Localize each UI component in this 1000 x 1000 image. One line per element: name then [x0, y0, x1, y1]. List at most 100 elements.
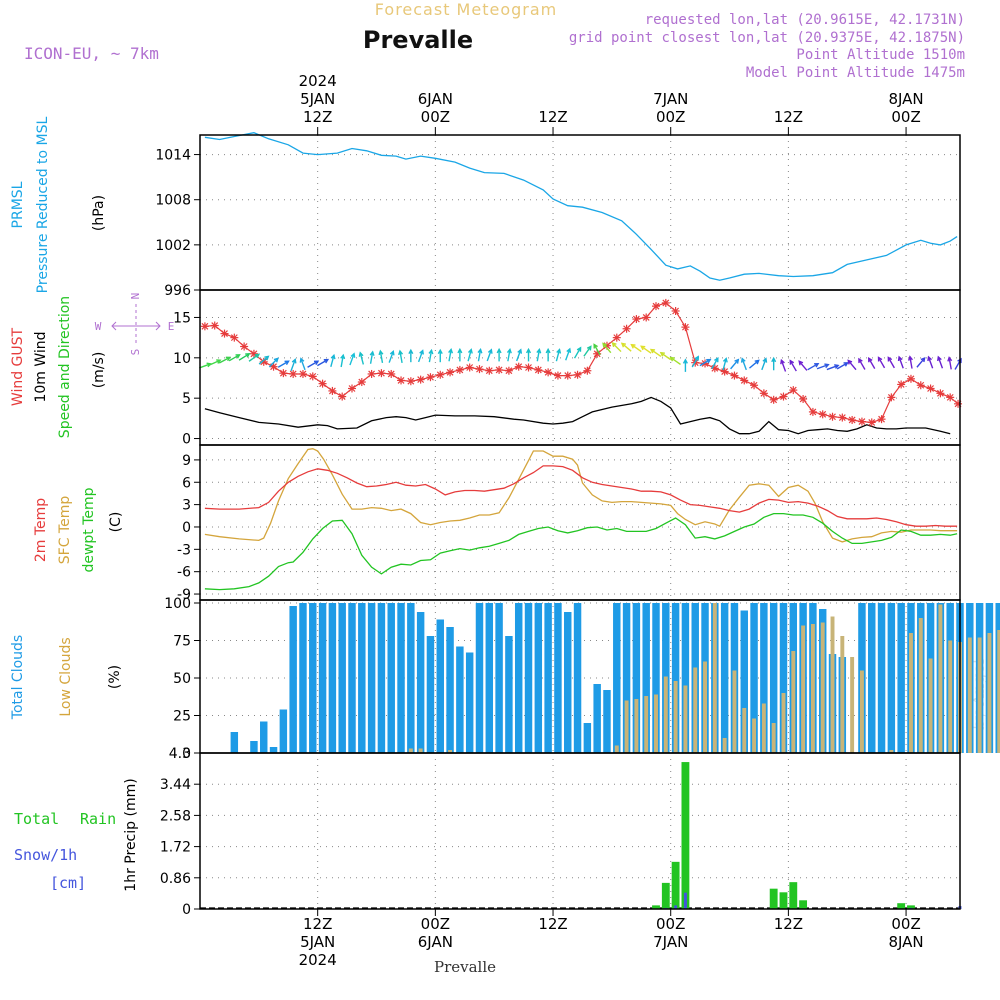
total-cloud-bar — [309, 603, 317, 753]
wind-arrow — [408, 348, 414, 363]
wind-arrow — [496, 347, 502, 362]
precip-frame — [199, 752, 961, 910]
precip-ytick-label: 4.3 — [169, 746, 191, 762]
wind-arrow — [340, 353, 346, 368]
total-cloud-bar — [475, 603, 484, 753]
wind-gust-point — [740, 376, 749, 385]
total-cloud-bar — [887, 603, 896, 753]
wind-arrow — [369, 350, 375, 364]
model-label: ICON-EU, ~ 7km — [24, 44, 159, 63]
temp-ytick-label: 0 — [182, 520, 191, 536]
wind-gust-point — [926, 384, 935, 393]
bottom-tick-label: 12Z — [774, 915, 803, 933]
wind-arrow — [277, 360, 290, 368]
wind-gust-point — [730, 371, 739, 380]
pressure-unit: (hPa) — [91, 195, 107, 231]
wind-gust-point — [642, 313, 651, 322]
total-cloud-bar — [426, 636, 435, 753]
wind-gust-point — [436, 370, 445, 379]
low-cloud-bar — [909, 633, 913, 753]
wind-gust-point — [848, 415, 857, 424]
wind-arrow — [602, 342, 612, 354]
total-cloud-bar — [750, 603, 758, 753]
compass-n: N — [129, 293, 142, 300]
total-cloud-bar — [338, 603, 346, 753]
top-tick-label: 12Z — [774, 108, 803, 126]
temp-unit: (C) — [108, 512, 124, 533]
total-cloud-bar — [544, 603, 552, 753]
cloud-ytick-label: 75 — [173, 634, 191, 650]
wind-arrow — [208, 359, 222, 366]
pressure-frame — [199, 134, 961, 291]
wind-arrow — [816, 363, 830, 370]
wind-gust-point — [681, 323, 690, 332]
precip-unit: 1hr Precip (mm) — [123, 778, 139, 891]
wind-arrow — [536, 348, 542, 362]
wind-arrow — [740, 357, 747, 371]
low-cloud-bar — [928, 658, 933, 753]
low-cloud-bar — [820, 622, 825, 753]
pressure-label-desc: Pressure Reduced to MSL — [35, 116, 51, 293]
total-cloud-bar — [564, 612, 572, 753]
cloud-ytick-label: 50 — [173, 671, 191, 687]
low-cloud-bar — [654, 694, 658, 753]
wind-gust-point — [465, 363, 474, 372]
bottom-tick-label: 12Z — [303, 915, 332, 933]
wind-arrow — [947, 356, 953, 370]
wind-frame — [199, 289, 961, 446]
wind-speed-line — [204, 396, 951, 435]
wind-arrow — [525, 347, 532, 362]
low-cloud-bar — [712, 603, 717, 753]
wind-arrow — [620, 342, 632, 352]
wind-arrow — [887, 356, 895, 369]
wind-gust-point — [652, 302, 660, 311]
total-cloud-bar — [524, 603, 533, 753]
pressure-label-prmsl: PRMSL — [10, 181, 26, 228]
low-cloud-bar — [859, 670, 864, 753]
wind-arrow — [299, 357, 306, 371]
top-tick-label: 00Z — [891, 108, 920, 126]
precip-rain-label: Rain — [80, 810, 116, 828]
wind-arrow — [565, 347, 572, 361]
precip-panel: 0 0.86 1.72 2.58 3.44 4.3 — [160, 746, 962, 918]
precip-snow-label: Snow/1h — [14, 846, 77, 864]
rain-bar — [789, 882, 798, 909]
low-cloud-bar — [948, 640, 953, 753]
wind-arrow — [437, 348, 443, 363]
cloud-ytick-label: 25 — [173, 709, 191, 725]
wind-arrow — [847, 359, 857, 371]
wind-arrow — [506, 348, 512, 362]
low-cloud-bar — [732, 670, 737, 753]
top-tick-label: 00Z — [421, 108, 450, 126]
snow-bar — [683, 892, 687, 909]
wind-gust-point — [622, 324, 631, 333]
low-cloud-bar — [830, 616, 835, 753]
wind-arrow — [611, 342, 622, 353]
wind-arrow — [868, 357, 876, 370]
low-cloud-bar — [918, 618, 923, 753]
total-cloud-bar — [289, 606, 297, 753]
model-altitude: Model Point Altitude 1475m — [746, 65, 965, 81]
total-cloud-bar — [260, 721, 268, 753]
top-tick-label: 6JAN — [418, 90, 453, 108]
total-cloud-bar — [505, 636, 513, 753]
total-cloud-bar — [348, 603, 356, 753]
rain-bar — [907, 905, 915, 909]
total-cloud-bar — [554, 603, 562, 753]
wind-dir-label: Speed and Direction — [57, 296, 73, 438]
wind-gust-point — [210, 321, 219, 330]
wind-arrow — [761, 357, 768, 371]
low-cloud-bar — [448, 750, 453, 753]
wind-arrow — [238, 353, 251, 361]
bottom-tick-label: 6JAN — [418, 933, 453, 951]
wind-gust-point — [446, 368, 455, 377]
wind-gust-point — [348, 384, 356, 393]
total-cloud-bar — [603, 690, 611, 753]
forecast-title: Forecast Meteogram — [375, 0, 557, 19]
compass-e: E — [168, 320, 175, 333]
low-cloud-bar — [624, 700, 629, 753]
wind-arrow — [722, 357, 728, 371]
clouds-unit: (%) — [107, 665, 123, 689]
wind-arrow — [593, 343, 601, 356]
total-cloud-bar — [318, 603, 327, 753]
